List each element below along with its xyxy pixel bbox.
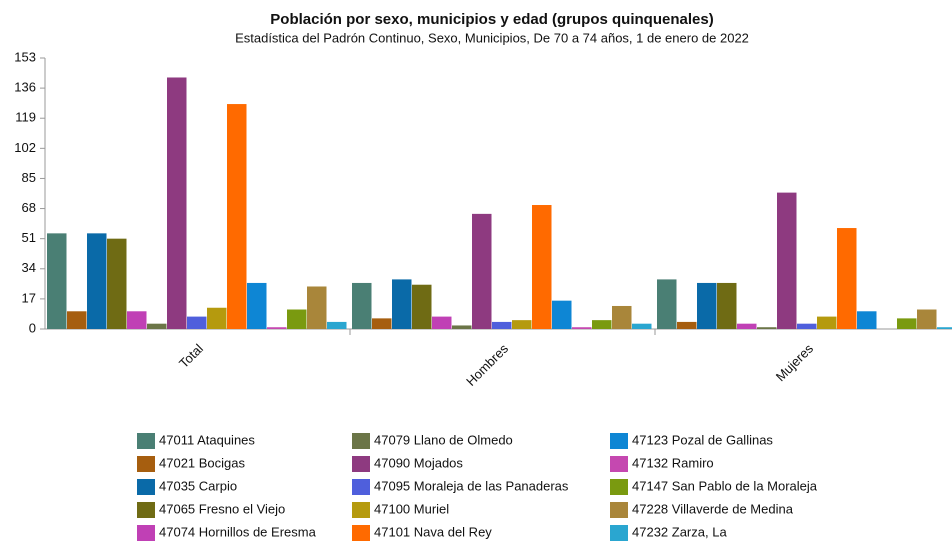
legend-label: 47232 Zarza, La xyxy=(632,524,727,539)
legend-swatch xyxy=(137,456,155,472)
bar xyxy=(352,282,372,329)
chart-subtitle: Estadística del Padrón Continuo, Sexo, M… xyxy=(235,30,749,45)
bar xyxy=(512,320,532,329)
bar xyxy=(492,321,512,329)
legend-swatch xyxy=(352,456,370,472)
legend-label: 47065 Fresno el Viejo xyxy=(159,501,285,516)
bar xyxy=(147,323,167,329)
bar xyxy=(657,279,677,329)
bar xyxy=(327,321,347,329)
y-tick-label: 34 xyxy=(22,260,36,275)
bar xyxy=(167,77,187,329)
bar xyxy=(552,300,572,329)
bar xyxy=(207,307,227,329)
bar xyxy=(897,318,917,329)
bar xyxy=(612,305,632,329)
chart-title: Población por sexo, municipios y edad (g… xyxy=(270,11,713,28)
bar xyxy=(797,323,817,329)
legend-swatch xyxy=(137,433,155,449)
legend-swatch xyxy=(610,433,628,449)
legend-swatch xyxy=(137,502,155,518)
legend-swatch xyxy=(352,502,370,518)
bar xyxy=(592,320,612,329)
legend-label: 47079 Llano de Olmedo xyxy=(374,432,513,447)
y-tick-label: 17 xyxy=(22,290,36,305)
bar xyxy=(47,233,67,329)
legend-label: 47074 Hornillos de Eresma xyxy=(159,524,317,539)
bar xyxy=(227,104,247,330)
bar xyxy=(632,323,652,329)
y-tick-label: 0 xyxy=(29,320,36,335)
bar xyxy=(247,282,267,329)
legend-swatch xyxy=(610,479,628,495)
legend-label: 47132 Ramiro xyxy=(632,455,714,470)
bar xyxy=(87,233,107,329)
bar xyxy=(392,279,412,329)
legend-label: 47021 Bocigas xyxy=(159,455,246,470)
y-tick-label: 119 xyxy=(15,110,36,125)
legend-label: 47035 Carpio xyxy=(159,478,237,493)
bar xyxy=(917,309,937,329)
bar xyxy=(307,286,327,329)
bar xyxy=(817,316,837,329)
legend-label: 47095 Moraleja de las Panaderas xyxy=(374,478,569,493)
legend-swatch xyxy=(610,502,628,518)
legend-swatch xyxy=(137,479,155,495)
bar xyxy=(432,316,452,329)
legend-label: 47123 Pozal de Gallinas xyxy=(632,432,773,447)
bar xyxy=(757,327,777,329)
legend-label: 47101 Nava del Rey xyxy=(374,524,492,539)
legend-swatch xyxy=(610,525,628,541)
legend-label: 47090 Mojados xyxy=(374,455,463,470)
bar xyxy=(267,327,287,329)
bar xyxy=(107,238,127,329)
bar xyxy=(287,309,307,329)
bar xyxy=(572,327,592,329)
bar xyxy=(837,228,857,329)
bar xyxy=(717,282,737,329)
bar xyxy=(472,213,492,329)
legend-swatch xyxy=(352,479,370,495)
y-tick-label: 68 xyxy=(22,200,36,215)
bar xyxy=(372,318,392,329)
bar xyxy=(937,327,952,329)
bar xyxy=(452,325,472,329)
bar xyxy=(412,284,432,329)
y-tick-label: 85 xyxy=(22,170,36,185)
bar xyxy=(737,323,757,329)
y-tick-label: 153 xyxy=(14,49,36,64)
legend-label: 47100 Muriel xyxy=(374,501,449,516)
y-tick-label: 51 xyxy=(22,230,36,245)
legend-label: 47011 Ataquines xyxy=(159,432,255,447)
bar xyxy=(187,316,207,329)
bar xyxy=(777,192,797,329)
legend-swatch xyxy=(352,433,370,449)
bar xyxy=(857,311,877,329)
x-tick-label: Total xyxy=(176,341,206,371)
x-tick-label: Hombres xyxy=(463,341,511,389)
x-tick-label: Mujeres xyxy=(773,341,817,385)
legend-swatch xyxy=(137,525,155,541)
y-tick-label: 136 xyxy=(14,80,36,95)
bar xyxy=(67,311,87,329)
bar xyxy=(697,282,717,329)
legend-label: 47228 Villaverde de Medina xyxy=(632,501,794,516)
bar xyxy=(532,205,552,329)
bar xyxy=(677,321,697,329)
legend-swatch xyxy=(352,525,370,541)
legend-swatch xyxy=(610,456,628,472)
legend-label: 47147 San Pablo de la Moraleja xyxy=(632,478,818,493)
bar xyxy=(127,311,147,329)
y-tick-label: 102 xyxy=(14,140,36,155)
